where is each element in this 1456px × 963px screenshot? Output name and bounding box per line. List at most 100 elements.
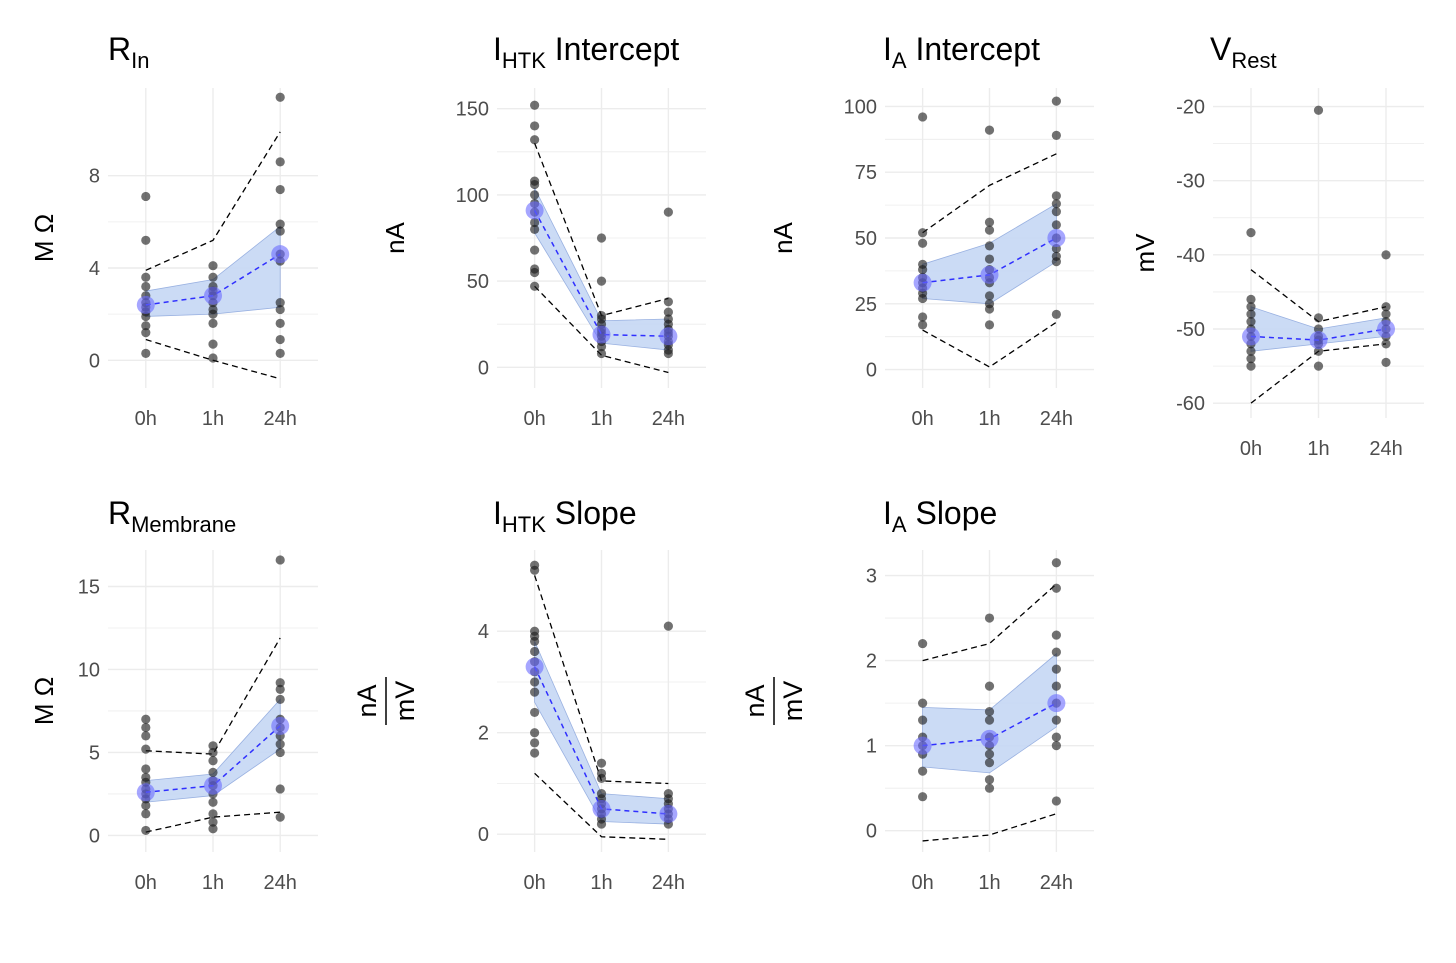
data-point bbox=[530, 100, 540, 110]
data-point bbox=[141, 714, 151, 724]
y-axis-label: M Ω bbox=[29, 677, 59, 725]
title-main: R bbox=[108, 495, 131, 531]
data-point bbox=[596, 276, 607, 286]
data-point bbox=[1051, 558, 1061, 568]
title-suffix: Intercept bbox=[907, 31, 1041, 67]
x-tick-label: 1h bbox=[202, 408, 224, 430]
x-tick-label: 24h bbox=[1369, 438, 1402, 460]
bound-upper-line bbox=[534, 575, 669, 785]
y-axis-label-fraction: nA mV bbox=[740, 677, 808, 725]
data-point bbox=[984, 715, 995, 725]
data-point bbox=[984, 225, 995, 235]
x-tick-label: 0h bbox=[135, 408, 157, 430]
panel-title: RMembrane bbox=[108, 495, 236, 537]
panel-6: 0 2 4 0h 1h 24h IHTK Slope nA mV bbox=[352, 495, 706, 894]
data-point bbox=[984, 291, 995, 301]
title-subscript: A bbox=[892, 512, 907, 537]
data-point bbox=[530, 245, 540, 255]
data-point bbox=[275, 92, 285, 102]
data-point bbox=[275, 348, 285, 358]
data-point bbox=[1051, 130, 1061, 140]
y-axis-label-denominator: mV bbox=[390, 681, 420, 722]
data-point bbox=[918, 715, 928, 725]
data-point bbox=[1051, 251, 1061, 262]
data-point bbox=[530, 707, 540, 718]
y-tick-label: 8 bbox=[89, 166, 100, 188]
data-point bbox=[918, 228, 928, 238]
mean-point bbox=[1047, 229, 1066, 247]
y-tick-label: -60 bbox=[1176, 393, 1205, 415]
data-point bbox=[208, 809, 218, 819]
x-tick-label: 1h bbox=[590, 872, 612, 894]
bound-lower-line bbox=[922, 321, 1057, 368]
title-subscript: In bbox=[131, 48, 149, 73]
mean-point bbox=[1377, 320, 1396, 339]
panel-title: IA Intercept bbox=[883, 31, 1040, 73]
data-point bbox=[530, 176, 540, 186]
data-point bbox=[141, 800, 151, 811]
panel-5: 0 5 10 15 0h 1h 24h RMembrane M Ω bbox=[29, 495, 318, 894]
data-point bbox=[1051, 199, 1061, 209]
y-tick-label: 150 bbox=[456, 99, 489, 121]
data-point bbox=[208, 747, 218, 758]
data-point bbox=[663, 207, 673, 217]
data-point bbox=[275, 304, 285, 315]
data-point bbox=[1313, 313, 1324, 323]
bound-upper-line bbox=[145, 637, 281, 755]
mean-point bbox=[525, 657, 544, 676]
panel-7: 0 1 2 3 0h 1h 24h IA Slope nA mV bbox=[740, 495, 1094, 894]
data-point bbox=[596, 758, 607, 768]
data-point bbox=[208, 741, 218, 751]
y-tick-label: 0 bbox=[478, 824, 489, 846]
data-point bbox=[1313, 324, 1324, 334]
data-point bbox=[275, 678, 285, 688]
data-point bbox=[663, 307, 673, 317]
data-point bbox=[918, 638, 928, 649]
data-point bbox=[918, 259, 928, 269]
title-subscript: HTK bbox=[502, 48, 546, 73]
mean-line bbox=[533, 210, 669, 338]
title-main: V bbox=[1210, 31, 1232, 67]
data-point bbox=[1051, 715, 1061, 725]
mean-point bbox=[525, 201, 544, 220]
y-tick-label: 15 bbox=[78, 577, 100, 599]
data-point bbox=[141, 772, 151, 782]
y-tick-label: 100 bbox=[456, 185, 489, 207]
x-tick-label: 0h bbox=[135, 872, 157, 894]
data-point bbox=[1313, 105, 1324, 115]
data-point bbox=[208, 756, 218, 766]
y-tick-label: 5 bbox=[89, 742, 100, 764]
mean-point bbox=[980, 729, 999, 748]
data-point bbox=[141, 191, 151, 202]
data-point bbox=[530, 626, 540, 636]
data-point bbox=[530, 217, 540, 228]
data-point bbox=[1246, 346, 1256, 356]
data-point bbox=[984, 254, 995, 264]
mean-point bbox=[913, 736, 932, 755]
y-tick-label: -30 bbox=[1176, 171, 1205, 193]
data-point bbox=[984, 707, 995, 717]
mean-point bbox=[980, 265, 999, 284]
data-point bbox=[141, 272, 151, 282]
data-point bbox=[530, 281, 540, 291]
data-point bbox=[141, 321, 151, 331]
data-point bbox=[1246, 294, 1256, 304]
data-point bbox=[1051, 191, 1061, 201]
data-point bbox=[275, 184, 285, 195]
data-point bbox=[918, 312, 928, 322]
data-point bbox=[275, 226, 285, 236]
data-point bbox=[1313, 346, 1324, 356]
x-tick-label: 1h bbox=[1307, 438, 1329, 460]
data-point bbox=[1051, 207, 1061, 217]
x-tick-label: 0h bbox=[523, 408, 545, 430]
data-point bbox=[275, 334, 285, 345]
mean-point bbox=[136, 783, 155, 802]
x-tick-label: 1h bbox=[590, 408, 612, 430]
y-tick-label: -40 bbox=[1176, 245, 1205, 267]
y-tick-label: 0 bbox=[866, 821, 877, 843]
data-point bbox=[530, 738, 540, 748]
data-point bbox=[208, 817, 218, 827]
data-point bbox=[208, 318, 218, 328]
data-point bbox=[275, 694, 285, 704]
title-subscript: A bbox=[892, 48, 907, 73]
